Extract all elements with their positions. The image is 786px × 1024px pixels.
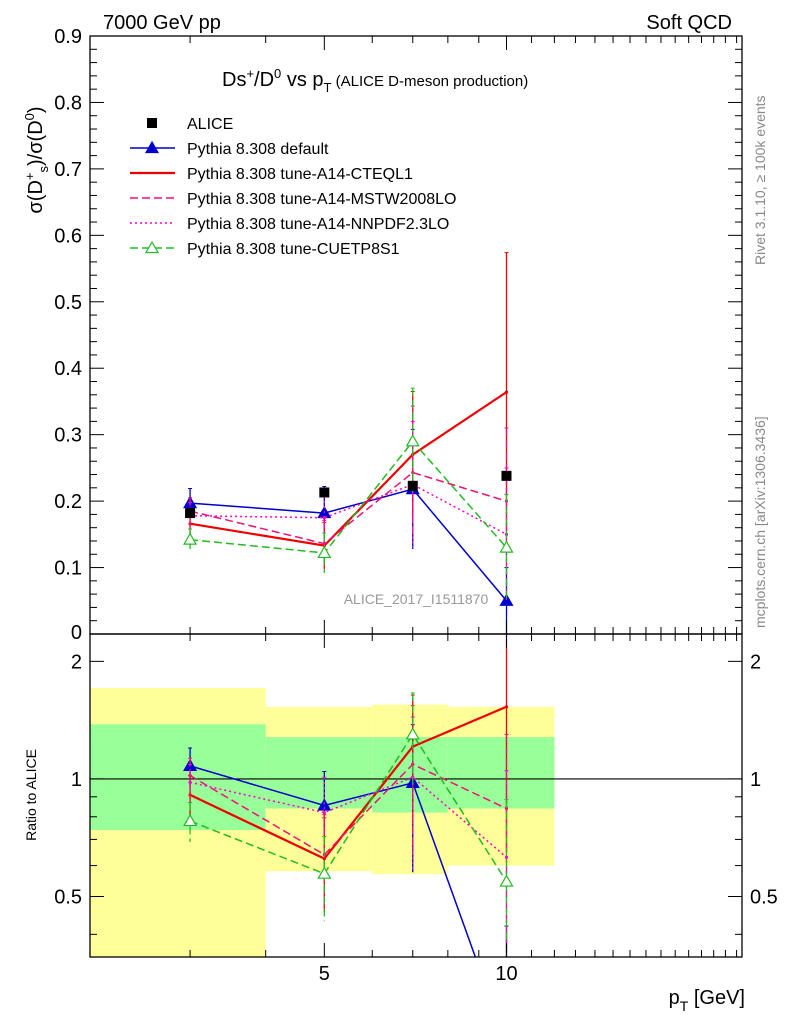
ratio-series-line-4 [189,733,508,882]
ratio-y-tick-label: 0.5 [54,887,82,909]
y-tick-label: 0.7 [54,159,82,181]
y-tick-label: 0.6 [54,225,82,247]
legend-marker-alice [147,118,157,128]
main-series-point [183,532,198,545]
legend-label-1: Pythia 8.308 tune-A14-CTEQL1 [187,166,413,183]
y-tick-label: 0.2 [54,491,82,513]
y-tick-label: 0.8 [54,92,82,114]
main-series-line-4 [189,440,508,554]
data-point-alice [185,508,196,519]
main-series-point [499,593,514,606]
mcplots-label: mcplots.cern.ch [arXiv:1306.3436] [752,416,768,628]
y-tick-label: 0.5 [54,292,82,314]
ratio-band-inner [447,737,555,809]
ratio-series-point [317,798,332,811]
y-axis-label-ratio: Ratio to ALICE [23,749,39,841]
main-series-point [322,542,326,546]
legend-label-4: Pythia 8.308 tune-CUETP8S1 [187,241,400,258]
legend-label-3: Pythia 8.308 tune-A14-NNPDF2.3LO [187,216,449,233]
legend-label-2: Pythia 8.308 tune-A14-MSTW2008LO [187,191,456,208]
main-series-point [504,390,509,394]
ratio-y-tick-label-right: 0.5 [750,887,778,909]
y-tick-label: 0.9 [54,26,82,48]
main-series-point [322,516,326,520]
legend-marker-0 [144,140,160,154]
main-series-line-3 [190,483,507,535]
ratio-series-line-2 [189,763,507,856]
ratio-series-point [188,780,192,784]
beam-label: 7000 GeV pp [103,12,221,34]
ratio-series-point [504,705,509,709]
main-title: Ds+/D0 vs pT (ALICE D-meson production) [222,66,528,95]
y-tick-label: 0.3 [54,425,82,447]
x-tick-label: 5 [319,963,330,985]
data-point-alice [319,487,330,498]
main-series-point [499,540,514,553]
ratio-series-point [504,806,509,811]
process-label: Soft QCD [646,12,732,34]
x-tick-label: 10 [495,963,517,985]
rivet-version-label: Rivet 3.1.10, ≥ 100k events [752,95,768,265]
legend-label-alice: ALICE [187,116,233,133]
ratio-series-point [183,813,198,827]
ratio-band-inner [265,737,373,809]
y-axis-label-main: σ(D+s)/σ(D0) [22,106,51,213]
ratio-series-line-1 [189,705,507,861]
ratio-panel-frame [89,633,743,958]
ratio-series-point [411,762,415,766]
data-point-alice [407,480,418,491]
ratio-band-inner [90,724,266,831]
x-axis-label: pT [GeV] [669,987,745,1014]
y-tick-label: 0.4 [54,358,82,380]
main-series-line-0 [190,488,508,602]
legend-label-0: Pythia 8.308 default [187,141,329,158]
legend-marker-4 [144,240,160,254]
ratio-series-point [322,810,326,815]
main-series-point [405,434,420,447]
ratio-series-point [317,866,332,879]
data-point-alice [501,470,512,481]
ratio-y-tick-label-right: 1 [750,769,761,791]
main-series-line-2 [189,471,507,545]
ratio-series-point [499,874,514,887]
ratio-series-point [504,855,509,859]
ratio-series-line-3 [189,776,507,858]
ratio-y-tick-label: 1 [71,769,82,791]
ratio-y-tick-label-right: 2 [750,651,761,673]
watermark: ALICE_2017_I1511870 [344,591,489,607]
main-series-line-1 [189,391,508,547]
main-series-point [317,545,332,559]
ratio-y-tick-label: 2 [71,651,82,673]
y-tick-label: 0.1 [54,558,82,580]
ratio-series-point [405,727,420,740]
y-tick-label: 0 [71,622,82,644]
